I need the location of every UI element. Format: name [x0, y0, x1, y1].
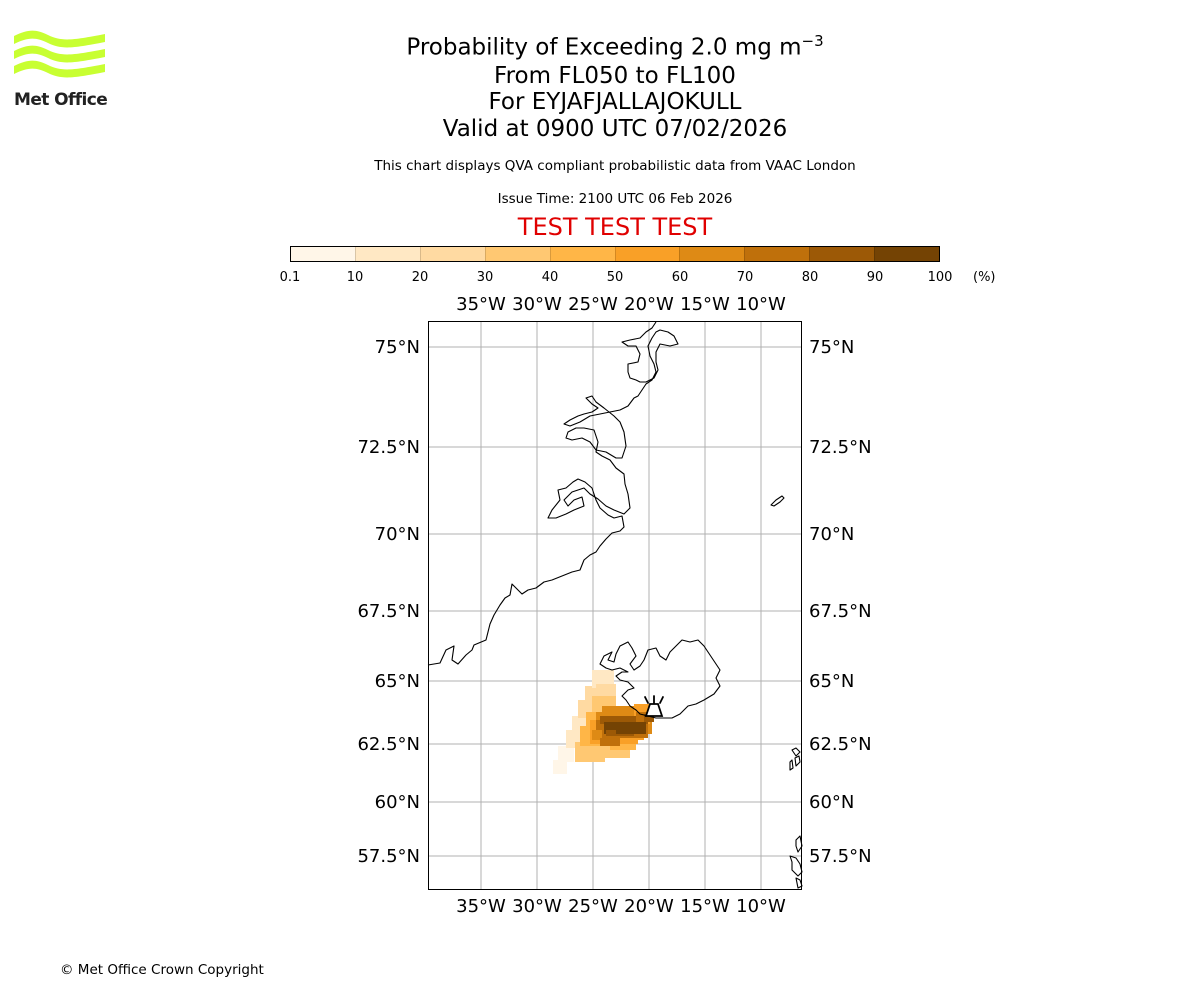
plume-cell — [616, 724, 636, 734]
latitude-label-left: 75°N — [375, 337, 420, 358]
colorbar-tick-label: 60 — [671, 270, 689, 285]
colorbar-segment — [354, 247, 420, 261]
latitude-label-left: 72.5°N — [357, 437, 420, 458]
plume-cell — [592, 670, 614, 688]
latitude-label-left: 65°N — [375, 671, 420, 692]
plume-cell — [558, 746, 574, 762]
colorbar-tick-label: 50 — [606, 270, 624, 285]
latitude-label-left: 70°N — [375, 524, 420, 545]
longitude-label-bottom: 15°W — [680, 896, 730, 917]
colorbar-tick-label: 30 — [476, 270, 494, 285]
colorbar-tick-label: 40 — [541, 270, 559, 285]
copyright: © Met Office Crown Copyright — [60, 962, 264, 978]
colorbar-segment — [419, 247, 485, 261]
latitude-label-right: 72.5°N — [809, 437, 872, 458]
ash-probability-plume — [553, 670, 654, 774]
colorbar-tick-label: 90 — [866, 270, 884, 285]
colorbar-segment — [291, 247, 355, 261]
plume-cell — [602, 706, 650, 714]
colorbar-segment — [484, 247, 550, 261]
chart-title-line4: Valid at 0900 UTC 07/02/2026 — [442, 116, 788, 142]
longitude-label-top: 30°W — [512, 294, 562, 315]
info-line: This chart displays QVA compliant probab… — [374, 158, 856, 174]
chart-title-line1: Probability of Exceeding 2.0 mg m−3 — [406, 32, 824, 61]
colorbar-tick-label: 100 — [927, 270, 953, 285]
plume-cell — [575, 742, 605, 762]
longitude-label-top: 35°W — [456, 294, 506, 315]
plume-cell — [644, 714, 654, 722]
test-banner: TEST TEST TEST — [517, 213, 713, 241]
chart-title-line2: From FL050 to FL100 — [494, 63, 736, 89]
latitude-label-right: 57.5°N — [809, 846, 872, 867]
longitude-label-bottom: 25°W — [568, 896, 618, 917]
longitude-label-bottom: 35°W — [456, 896, 506, 917]
longitude-label-bottom: 30°W — [512, 896, 562, 917]
coastlines — [427, 321, 803, 889]
latitude-label-left: 60°N — [375, 792, 420, 813]
longitude-label-bottom: 20°W — [624, 896, 674, 917]
plume-cell — [553, 760, 567, 774]
latitude-label-right: 67.5°N — [809, 601, 872, 622]
colorbar-tick-label: 70 — [736, 270, 754, 285]
plume-cell — [596, 684, 616, 698]
latitude-label-right: 70°N — [809, 524, 854, 545]
met-office-logo-text: Met Office — [14, 90, 108, 110]
latitude-label-left: 62.5°N — [357, 734, 420, 755]
map-gridlines — [429, 322, 801, 889]
latitude-label-left: 67.5°N — [357, 601, 420, 622]
iceland-coastline — [599, 639, 721, 719]
colorbar-tick-label: 10 — [346, 270, 364, 285]
colorbar-tick-label: 80 — [801, 270, 819, 285]
latitude-label-left: 57.5°N — [357, 846, 420, 867]
met-office-logo: Met Office — [14, 30, 108, 112]
longitude-label-bottom: 10°W — [736, 896, 786, 917]
jan-mayen-coastline — [770, 495, 785, 507]
scotland-coastline — [789, 835, 803, 889]
longitude-label-top: 25°W — [568, 294, 618, 315]
met-office-waves-icon — [14, 30, 105, 78]
colorbar-tick-label: 0.1 — [279, 270, 301, 285]
latitude-label-right: 75°N — [809, 337, 854, 358]
colorbar — [290, 246, 940, 262]
faroe-islands-coastline — [789, 747, 801, 771]
volcano-icon — [644, 695, 664, 717]
plume-cell — [600, 716, 648, 724]
longitude-label-top: 10°W — [736, 294, 786, 315]
plume-cell — [600, 738, 620, 746]
greenland-coastline — [427, 321, 679, 666]
map-frame — [428, 321, 802, 890]
colorbar-segment — [874, 247, 940, 261]
colorbar-tick-label: 20 — [411, 270, 429, 285]
plume-cell — [592, 730, 602, 740]
colorbar-segment — [744, 247, 810, 261]
colorbar-segment — [549, 247, 615, 261]
latitude-label-right: 62.5°N — [809, 734, 872, 755]
map-axis-labels: 35°W 35°W 30°W 30°W 25°W 25°W 20°W 20°W 15°W 15°W… — [357, 294, 871, 917]
colorbar-segment — [679, 247, 745, 261]
issue-time: Issue Time: 2100 UTC 06 Feb 2026 — [497, 191, 733, 207]
colorbar-segment — [809, 247, 875, 261]
latitude-label-right: 65°N — [809, 671, 854, 692]
latitude-label-right: 60°N — [809, 792, 854, 813]
colorbar-unit: (%) — [973, 270, 996, 285]
longitude-label-top: 15°W — [680, 294, 730, 315]
colorbar-segment — [614, 247, 680, 261]
chart-title-line3: For EYJAFJALLAJOKULL — [488, 89, 742, 115]
longitude-label-top: 20°W — [624, 294, 674, 315]
